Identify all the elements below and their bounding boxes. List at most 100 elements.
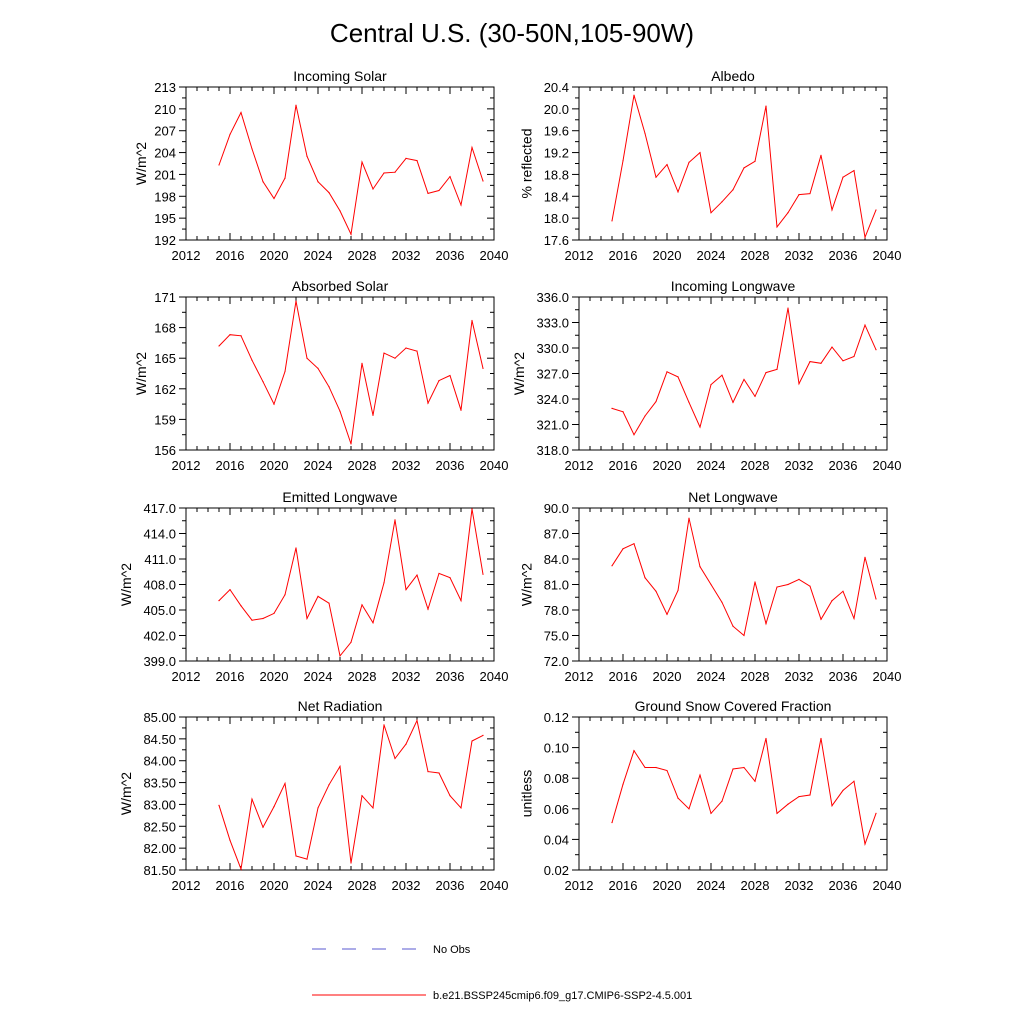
x-tick-label: 2032	[785, 458, 814, 473]
x-tick-label: 2016	[609, 669, 638, 684]
data-point	[251, 798, 253, 800]
data-point	[688, 808, 690, 810]
y-tick-label: 330.0	[536, 341, 569, 356]
data-point	[721, 201, 723, 203]
x-tick-label: 2040	[873, 248, 902, 263]
data-point	[416, 159, 418, 162]
data-point	[449, 577, 451, 579]
y-tick-label: 18.8	[544, 167, 569, 182]
data-point	[273, 806, 275, 808]
data-point	[611, 220, 613, 222]
data-point	[644, 132, 646, 135]
chart-panel-5: Emitted Longwave 2012 2016 2020 2024 2028 2032…	[118, 489, 508, 684]
data-point	[405, 157, 407, 159]
data-point	[820, 154, 822, 156]
data-point	[306, 155, 308, 157]
data-point	[240, 335, 242, 337]
data-point	[229, 133, 231, 135]
data-point	[328, 602, 330, 604]
data-point	[820, 618, 822, 620]
y-tick-label: 198	[154, 189, 176, 204]
y-tick-label: 0.06	[544, 802, 569, 817]
data-point	[416, 350, 418, 352]
data-point	[688, 401, 690, 403]
data-point	[842, 176, 844, 178]
x-tick-label: 2016	[216, 669, 245, 684]
x-tick-label: 2036	[436, 248, 465, 263]
y-tick-label: 0.10	[544, 741, 569, 756]
data-point	[460, 204, 462, 206]
x-tick-label: 2024	[304, 878, 333, 893]
x-tick-label: 2024	[697, 458, 726, 473]
x-tick-label: 2012	[172, 878, 201, 893]
data-point	[798, 194, 800, 196]
data-point	[438, 189, 440, 192]
panel-title: Incoming Solar	[293, 68, 387, 84]
data-point	[875, 349, 877, 351]
y-tick-label: 411.0	[144, 552, 176, 567]
y-axis-label: W/m^2	[511, 352, 527, 395]
x-tick-label: 2036	[829, 458, 858, 473]
data-point	[820, 362, 822, 364]
data-point	[853, 170, 855, 172]
data-point	[732, 189, 734, 191]
y-tick-label: 327.0	[536, 367, 569, 382]
x-tick-label: 2012	[172, 458, 201, 473]
data-point	[295, 300, 297, 302]
x-tick-label: 2012	[172, 669, 201, 684]
y-tick-label: 318.0	[536, 443, 569, 458]
y-tick-label: 0.02	[544, 863, 569, 878]
data-point	[809, 585, 811, 587]
data-point	[361, 604, 363, 606]
data-point	[427, 402, 429, 404]
data-point	[798, 795, 800, 798]
x-tick-label: 2040	[480, 458, 509, 473]
x-tick-label: 2040	[873, 458, 902, 473]
data-point	[383, 172, 385, 174]
y-tick-label: 81.0	[544, 578, 569, 593]
data-point	[831, 600, 833, 602]
data-point	[361, 795, 363, 797]
data-point	[295, 855, 297, 857]
y-tick-label: 17.6	[544, 233, 569, 248]
data-point	[383, 724, 385, 726]
series-line	[218, 301, 484, 445]
data-point	[666, 769, 668, 772]
x-tick-label: 2032	[785, 878, 814, 893]
data-point	[765, 105, 767, 107]
x-tick-label: 2016	[609, 458, 638, 473]
y-tick-label: 402.0	[143, 629, 176, 644]
x-tick-label: 2028	[741, 248, 770, 263]
data-point	[273, 197, 275, 200]
data-point	[721, 800, 723, 802]
y-tick-label: 192	[154, 233, 176, 248]
data-point	[339, 410, 341, 412]
y-tick-label: 399.0	[143, 654, 176, 669]
y-axis-label: W/m^2	[118, 772, 134, 815]
data-point	[405, 589, 407, 591]
data-point	[416, 574, 418, 576]
data-point	[776, 586, 778, 588]
x-tick-label: 2020	[653, 458, 682, 473]
data-point	[394, 757, 396, 760]
y-tick-label: 201	[154, 167, 176, 182]
data-point	[328, 386, 330, 388]
x-tick-label: 2012	[565, 248, 594, 263]
data-point	[262, 181, 264, 183]
data-point	[853, 355, 855, 358]
y-tick-label: 159	[154, 412, 176, 427]
x-tick-label: 2032	[392, 248, 421, 263]
data-point	[460, 600, 462, 602]
data-point	[229, 334, 231, 336]
chart-panel-2: Albedo 2012 2016 2020 2024 2028 2032 2036 2040 17…	[518, 68, 901, 263]
data-point	[732, 401, 734, 403]
series-line	[611, 95, 877, 240]
y-tick-label: 19.6	[544, 124, 569, 139]
x-tick-label: 2036	[436, 878, 465, 893]
data-point	[831, 346, 833, 348]
plot-frame	[578, 86, 888, 241]
x-tick-label: 2020	[653, 248, 682, 263]
y-tick-label: 18.4	[544, 189, 569, 204]
data-point	[732, 625, 734, 627]
y-tick-label: 18.0	[544, 211, 569, 226]
